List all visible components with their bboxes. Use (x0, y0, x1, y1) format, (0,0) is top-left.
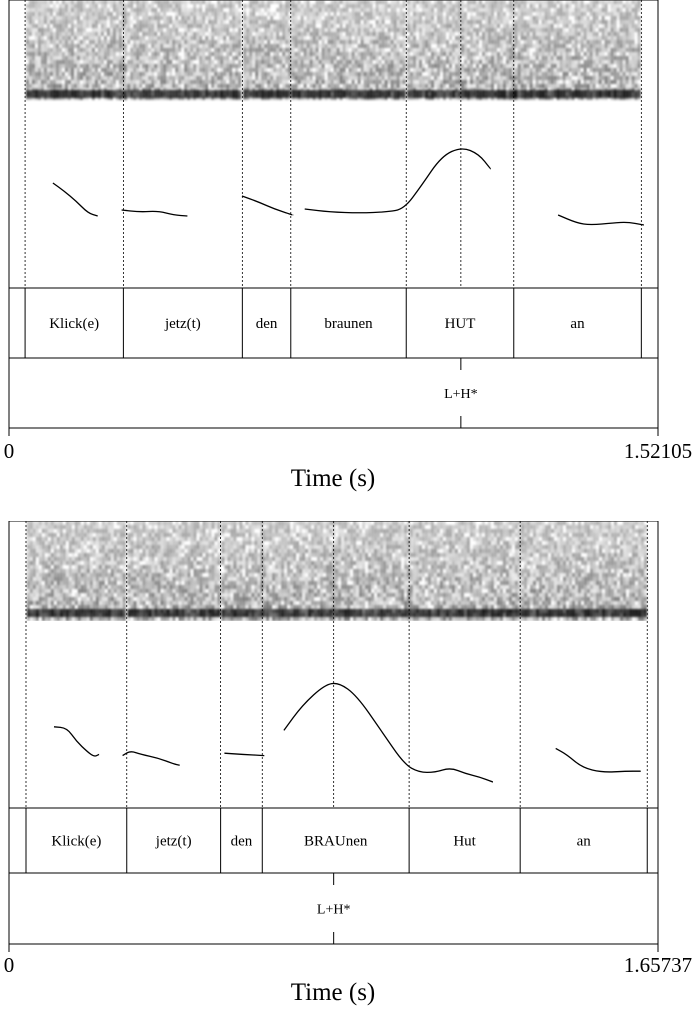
tone-label: L+H* (317, 903, 351, 918)
annotation-panel-top: Klick(e) jetz(t) den braunen HUT an L+H* 0 1.… (4, 0, 692, 492)
praat-figure-bottom: Klick(e) jetz(t) den BRAUnen Hut an L+H* 0 1.… (4, 521, 692, 1006)
word-label: jetz(t) (155, 834, 192, 850)
pitch-contour (53, 682, 641, 783)
pitch-segment (557, 214, 645, 226)
praat-figure-top: Klick(e) jetz(t) den braunen HUT an L+H* 0 1.… (4, 0, 692, 492)
spectrogram (26, 0, 641, 100)
word-label: Klick(e) (51, 834, 101, 850)
time-axis-start: 0 (4, 953, 15, 977)
segment-boundaries (24, 0, 642, 288)
pitch-segment (241, 195, 294, 216)
word-label: HUT (445, 316, 476, 332)
pitch-contour (52, 148, 645, 226)
word-label: an (570, 316, 585, 332)
time-axis-end: 1.52105 (624, 439, 692, 463)
pitch-segment (121, 209, 188, 217)
pitch-segment (52, 182, 98, 217)
word-tier: Klick(e) jetz(t) den braunen HUT an (24, 288, 642, 358)
word-label: an (577, 834, 592, 850)
pitch-segment (555, 747, 641, 773)
time-axis-end: 1.65737 (624, 953, 692, 977)
tone-tier: L+H* (317, 873, 351, 944)
word-label: den (231, 834, 253, 850)
time-axis-label: Time (s) (291, 465, 376, 492)
spectrogram (27, 521, 647, 621)
word-label: Klick(e) (49, 316, 99, 332)
word-label: braunen (324, 316, 373, 332)
time-axis-start: 0 (4, 439, 15, 463)
figure-frame (8, 0, 659, 429)
time-axis-label: Time (s) (291, 979, 376, 1006)
word-label: den (256, 316, 278, 332)
pitch-segment (224, 752, 265, 757)
pitch-segment (304, 148, 492, 214)
word-tier: Klick(e) jetz(t) den BRAUnen Hut an (25, 808, 648, 873)
tone-tier: L+H* (444, 358, 478, 428)
tone-label: L+H* (444, 387, 478, 402)
word-label: Hut (453, 834, 476, 850)
word-label: BRAUnen (304, 834, 368, 850)
pitch-segment (53, 726, 100, 757)
annotation-panel-bottom: Klick(e) jetz(t) den BRAUnen Hut an L+H* 0 1.… (0, 521, 700, 1009)
pitch-segment (122, 751, 180, 766)
word-label: jetz(t) (164, 316, 201, 332)
pitch-segment (283, 682, 494, 783)
